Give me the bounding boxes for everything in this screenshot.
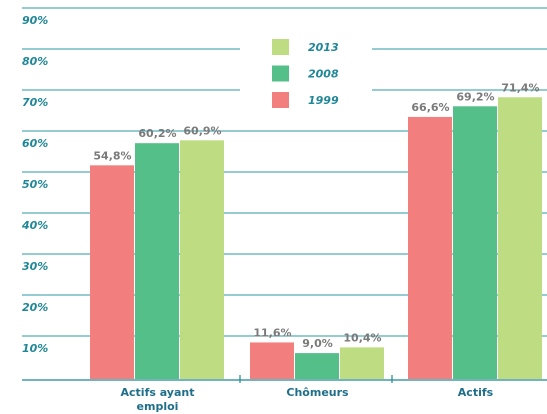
value-label: 60,2% bbox=[138, 127, 176, 140]
y-tick-label: 60% bbox=[22, 137, 48, 150]
legend-swatch bbox=[272, 92, 289, 108]
value-label: 69,2% bbox=[456, 90, 494, 103]
value-label: 71,4% bbox=[501, 81, 539, 94]
bar bbox=[295, 353, 339, 379]
legend-label: 2008 bbox=[308, 68, 339, 81]
y-tick-label: 40% bbox=[21, 219, 48, 232]
bar bbox=[135, 143, 179, 379]
bar bbox=[453, 106, 497, 379]
legend-swatch bbox=[272, 39, 289, 55]
y-tick-label: 20% bbox=[22, 301, 48, 314]
y-tick-label: 30% bbox=[22, 260, 48, 273]
y-tick-label: 70% bbox=[22, 96, 48, 109]
bar bbox=[90, 165, 134, 379]
value-label: 60,9% bbox=[183, 124, 221, 137]
y-tick-label: 90% bbox=[22, 14, 48, 27]
value-label: 66,6% bbox=[411, 101, 449, 114]
bar bbox=[408, 116, 452, 379]
bar bbox=[498, 97, 542, 379]
value-label: 10,4% bbox=[343, 331, 381, 344]
legend-swatch bbox=[272, 65, 289, 82]
legend-label: 1999 bbox=[308, 94, 339, 107]
value-label: 11,6% bbox=[253, 326, 291, 339]
value-label: 9,0% bbox=[302, 337, 333, 350]
legend-label: 2013 bbox=[308, 41, 339, 54]
y-tick-label: 10% bbox=[22, 342, 48, 355]
value-label: 54,8% bbox=[93, 149, 131, 162]
x-tick-label: Chômeurs bbox=[286, 386, 349, 399]
legend-background bbox=[240, 30, 372, 114]
bar bbox=[340, 347, 384, 379]
x-tick-label: Actifs bbox=[457, 386, 494, 399]
y-tick-label: 80% bbox=[22, 55, 48, 68]
bar bbox=[180, 140, 224, 379]
y-tick-label: 50% bbox=[22, 178, 48, 191]
x-tick-label: Actifs ayant emploi bbox=[120, 386, 195, 413]
bar bbox=[250, 342, 294, 379]
